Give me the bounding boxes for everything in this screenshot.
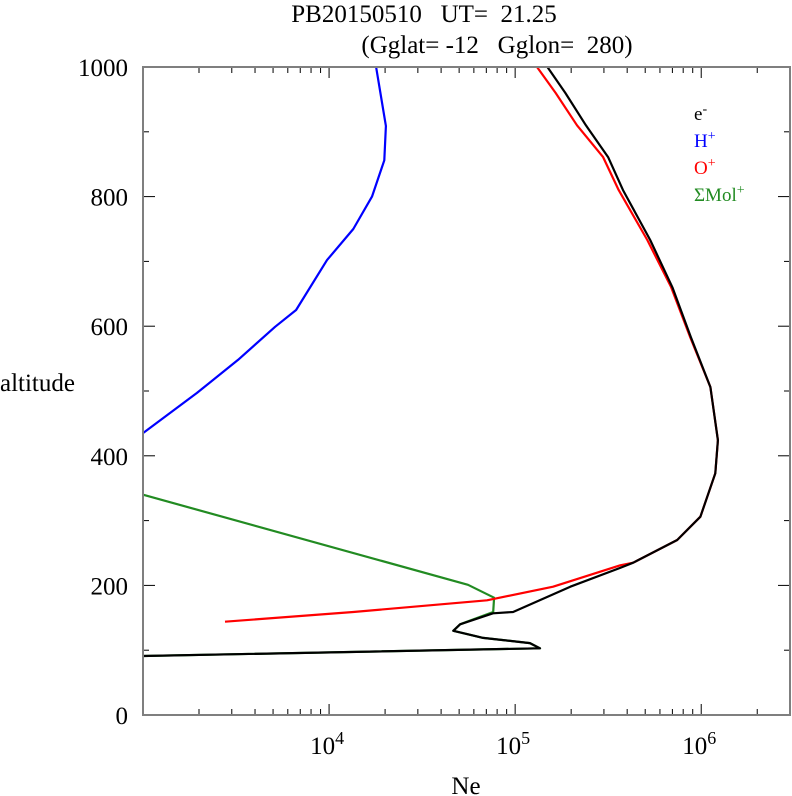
series-layer: [142, 66, 720, 658]
x-tick-labels: 104 105 106: [310, 728, 716, 760]
y-tick-labels: 0 200 400 600 800 1000: [78, 55, 128, 730]
x-axis-label: Ne: [451, 773, 480, 796]
x-tick-label: 105: [496, 728, 530, 760]
legend-entry: e-: [694, 102, 707, 125]
y-tick-label: 400: [91, 444, 129, 471]
y-tick-label: 600: [91, 314, 129, 341]
y-tick-label: 200: [91, 573, 129, 600]
series-line-h: [142, 66, 387, 434]
legend-entry: ΣMol+: [694, 183, 745, 206]
legend: e- H+ O+ ΣMol+: [694, 102, 745, 206]
legend-entry: H+: [694, 129, 716, 152]
x-tick-label: 104: [310, 728, 344, 760]
chart-title-line2: (Gglat= -12 Gglon= 280): [361, 32, 632, 59]
legend-entry: O+: [694, 156, 716, 179]
axis-ticks: [143, 66, 791, 716]
y-tick-label: 1000: [78, 55, 128, 82]
y-tick-label: 800: [91, 185, 129, 212]
chart-title-line1: PB20150510 UT= 21.25: [291, 1, 557, 28]
y-axis-label: altitude: [0, 370, 75, 397]
plot-frame: [142, 66, 791, 716]
x-tick-label: 106: [682, 728, 716, 760]
series-line-e: [142, 66, 720, 658]
series-line-mol: [142, 493, 542, 658]
y-tick-label: 0: [116, 703, 129, 730]
